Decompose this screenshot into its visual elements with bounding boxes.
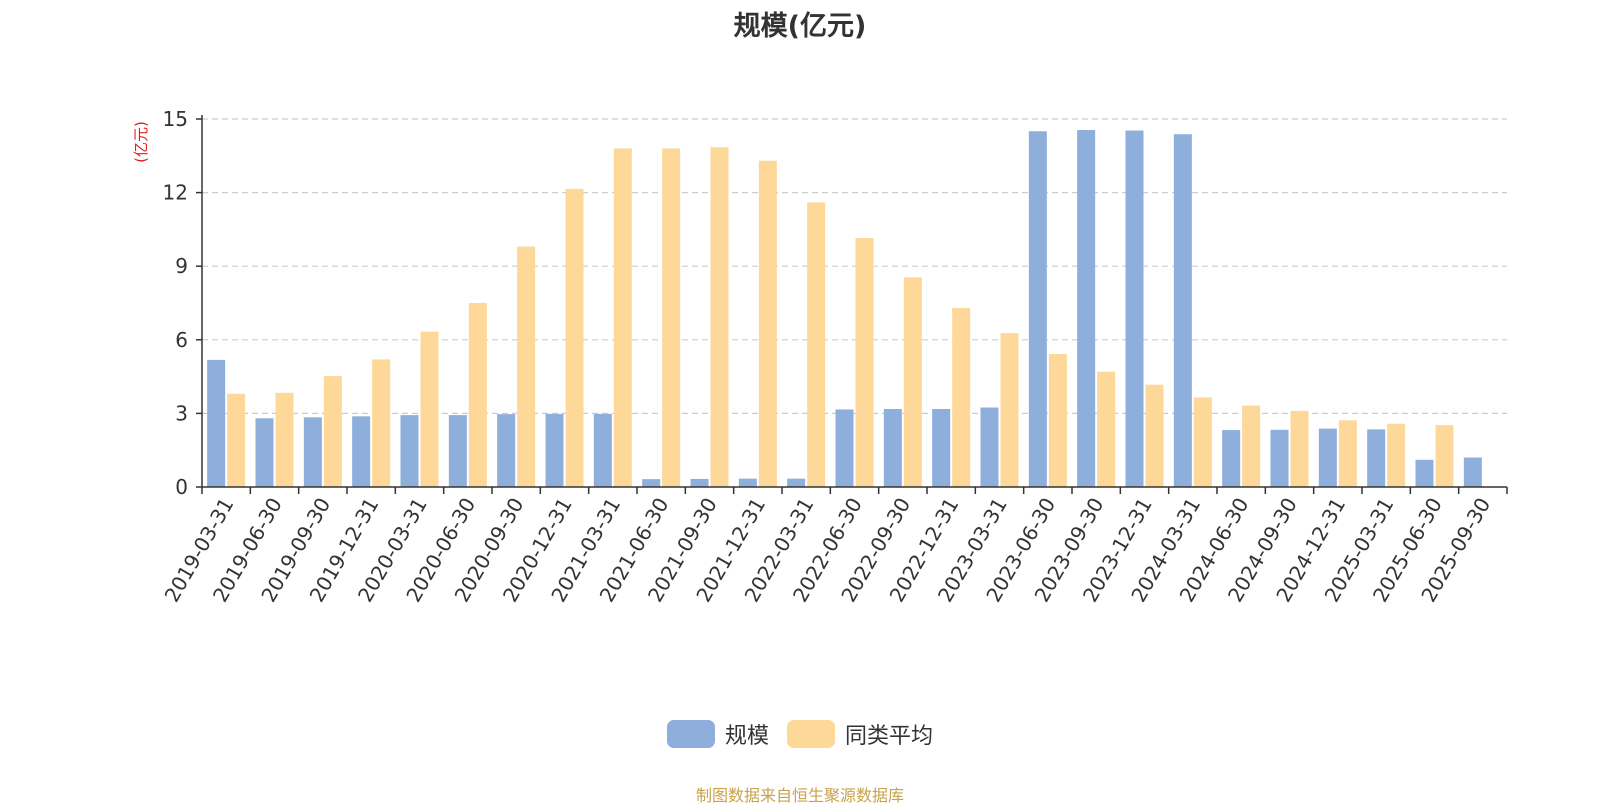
y-tick-label: 12 [163,181,188,205]
bar-scale [690,478,709,487]
y-tick-label: 9 [175,254,188,278]
bar-peer-average [1145,384,1164,487]
bar-peer-average [1048,354,1067,487]
legend-swatch-scale [666,720,715,748]
bar-peer-average [517,246,536,487]
bar-peer-average [1097,371,1116,487]
bar-peer-average [227,393,246,487]
bar-scale [255,418,274,487]
bar-peer-average [903,277,922,487]
chart-title: 规模(亿元) [733,11,867,42]
y-tick-label: 0 [175,475,188,499]
legend-label-scale: 规模 [724,724,769,749]
bar-peer-average [468,303,487,487]
bar-scale [207,359,226,487]
bar-scale [835,409,854,487]
bar-peer-average [855,237,874,487]
bar-scale [400,415,419,487]
legend-label-peer-average: 同类平均 [845,724,934,749]
bar-scale [787,478,806,487]
bar-peer-average [710,147,729,488]
bar-chart: 03691215(亿元)2019-03-312019-06-302019-09-… [132,107,1508,606]
bar-scale [497,414,516,487]
bar-scale [1318,428,1337,487]
y-axis-label: (亿元) [132,121,150,163]
bar-peer-average [662,148,681,487]
y-tick-label: 3 [175,401,188,425]
bar-peer-average [323,376,342,487]
bar-scale [352,416,371,487]
bar-peer-average [1387,423,1406,487]
bar-peer-average [1435,425,1454,487]
bar-scale [545,413,564,487]
bar-peer-average [1242,405,1261,487]
bar-scale [1270,429,1289,487]
bar-scale [1463,457,1482,487]
bar-scale [980,407,999,487]
legend: 规模 同类平均 [0,718,1600,750]
bar-peer-average [275,392,294,487]
bar-scale [642,479,661,487]
bar-peer-average [372,359,391,487]
y-tick-label: 15 [163,107,188,131]
bar-scale [1028,131,1047,487]
bar-peer-average [1338,420,1357,487]
legend-item-peer-average[interactable]: 同类平均 [787,718,933,750]
bar-peer-average [565,188,584,488]
bar-scale [1173,134,1192,487]
bar-scale [932,408,951,487]
legend-swatch-peer-average [787,720,835,748]
bar-peer-average [1290,410,1309,487]
bar-scale [1125,130,1144,487]
bar-scale [593,413,612,487]
y-tick-label: 6 [175,328,188,352]
bar-scale [448,415,467,487]
bar-peer-average [807,202,826,487]
bar-peer-average [1193,397,1212,487]
bar-scale [738,478,757,487]
bar-scale [1077,130,1096,488]
bar-peer-average [420,331,439,487]
bar-peer-average [613,148,632,487]
bar-scale [303,417,322,487]
bar-scale [1415,459,1434,487]
bar-peer-average [952,307,971,487]
data-source-note: 制图数据来自恒生聚源数据库 [695,786,904,805]
legend-item-scale[interactable]: 规模 [666,718,769,750]
bar-scale [1367,429,1386,487]
bar-peer-average [758,160,777,487]
bar-scale [883,408,902,487]
bar-scale [1222,430,1241,487]
bar-peer-average [1000,333,1019,487]
